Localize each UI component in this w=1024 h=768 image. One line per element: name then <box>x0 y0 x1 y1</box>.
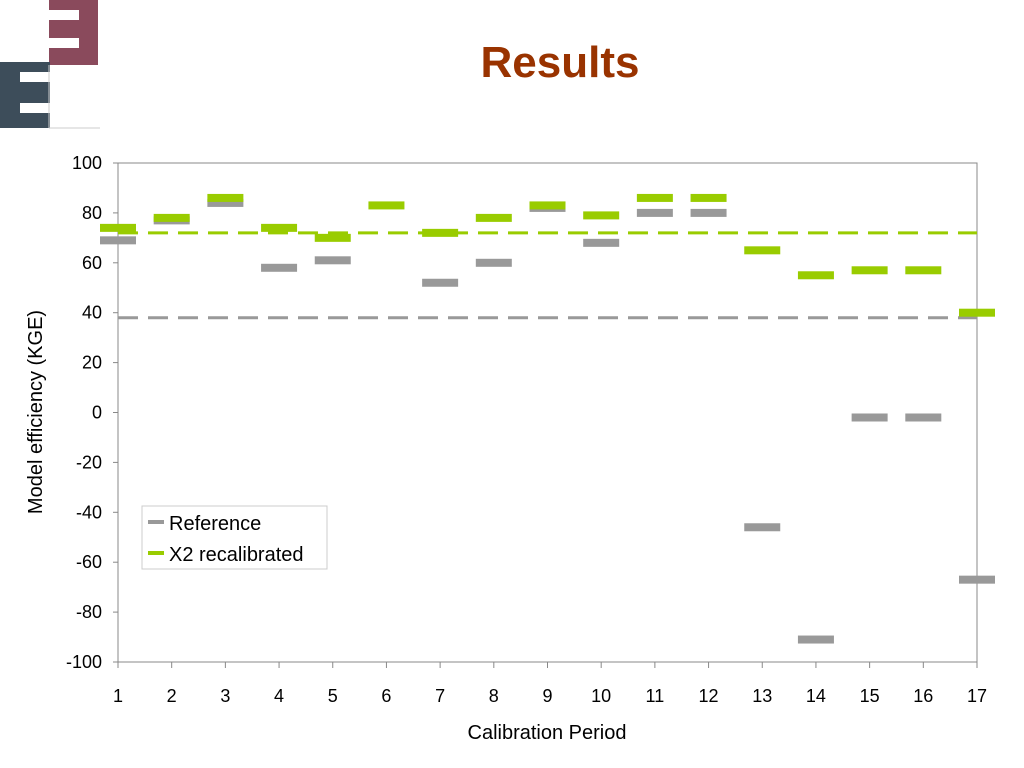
recalibrated-marker <box>905 266 942 275</box>
reference-marker <box>314 256 351 265</box>
recalibrated-marker <box>529 201 566 210</box>
legend-box <box>141 505 328 570</box>
y-axis-title: Model efficiency (KGE) <box>25 310 47 514</box>
x-tick-label: 8 <box>489 686 499 706</box>
recalibrated-marker <box>583 211 620 220</box>
y-tick-label: 80 <box>82 203 102 223</box>
reference-marker <box>797 635 834 644</box>
x-tick-label: 9 <box>542 686 552 706</box>
recalibrated-marker <box>797 271 834 280</box>
recalibrated-marker <box>153 213 190 222</box>
logo <box>0 0 100 129</box>
x-tick-label: 1 <box>113 686 123 706</box>
reference-marker <box>100 236 136 245</box>
y-axis: 100 80 60 40 20 0 -20 -40 -60 -80 -100 <box>66 153 119 672</box>
recalibrated-marker <box>314 233 351 242</box>
reference-lines <box>118 231 977 320</box>
reference-marker <box>905 413 942 422</box>
x-tick-label: 11 <box>646 686 665 706</box>
recalibrated-marker <box>636 193 673 202</box>
reference-marker <box>636 208 673 217</box>
x-tick-label: 4 <box>274 686 284 706</box>
reference-marker <box>207 198 244 207</box>
y-tick-label: -20 <box>76 452 102 472</box>
recalibrated-marker <box>475 213 512 222</box>
x-tick-label: 6 <box>381 686 391 706</box>
recalibrated-marker <box>744 246 781 255</box>
recalibrated-marker <box>207 193 244 202</box>
x-tick-label: 7 <box>435 686 445 706</box>
data-marks <box>100 193 995 644</box>
x-tick-label: 10 <box>591 686 611 706</box>
recalibrated-marker <box>690 193 727 202</box>
reference-marker <box>583 238 620 247</box>
x-axis-title: Calibration Period <box>468 722 627 744</box>
recalibrated-marker <box>959 308 995 317</box>
y-tick-label: -60 <box>76 552 102 572</box>
y-tick-label: -40 <box>76 502 102 522</box>
recalibrated-marker <box>422 228 459 237</box>
plot-area <box>117 162 978 663</box>
legend-label-recalibrated: X2 recalibrated <box>169 544 304 566</box>
y-tick-label: 60 <box>82 253 102 273</box>
recalibrated-marker <box>261 223 298 232</box>
y-tick-label: -80 <box>76 602 102 622</box>
x-tick-label: 14 <box>806 686 826 706</box>
y-tick-label: 0 <box>92 403 102 423</box>
y-tick-label: 20 <box>82 353 102 373</box>
reference-marker <box>851 413 888 422</box>
recalibrated-marker <box>100 223 136 232</box>
reference-marker <box>261 263 298 272</box>
y-tick-label: 100 <box>72 153 102 173</box>
y-tick-label: 40 <box>82 303 102 323</box>
x-tick-label: 16 <box>913 686 933 706</box>
x-tick-label: 13 <box>752 686 772 706</box>
recalibrated-marker <box>368 201 405 210</box>
legend-label-reference: Reference <box>169 513 261 535</box>
x-tick-label: 3 <box>220 686 230 706</box>
x-tick-label: 17 <box>967 686 987 706</box>
reference-marker <box>475 258 512 267</box>
reference-marker <box>422 278 459 287</box>
page-title: Results <box>480 38 640 87</box>
legend-swatch-recalibrated <box>148 551 164 555</box>
reference-marker <box>690 208 727 217</box>
recalibrated-marker <box>851 266 888 275</box>
x-axis: 1 2 3 4 5 6 7 8 9 10 11 12 13 14 15 16 17 <box>113 661 987 706</box>
x-tick-label: 5 <box>328 686 338 706</box>
x-tick-label: 15 <box>860 686 880 706</box>
x-tick-label: 12 <box>699 686 719 706</box>
x-tick-label: 2 <box>167 686 177 706</box>
legend-swatch-reference <box>148 520 164 524</box>
reference-marker <box>959 575 995 584</box>
legend: Reference X2 recalibrated <box>141 505 328 570</box>
reference-marker <box>744 523 781 532</box>
y-tick-label: -100 <box>66 652 102 672</box>
